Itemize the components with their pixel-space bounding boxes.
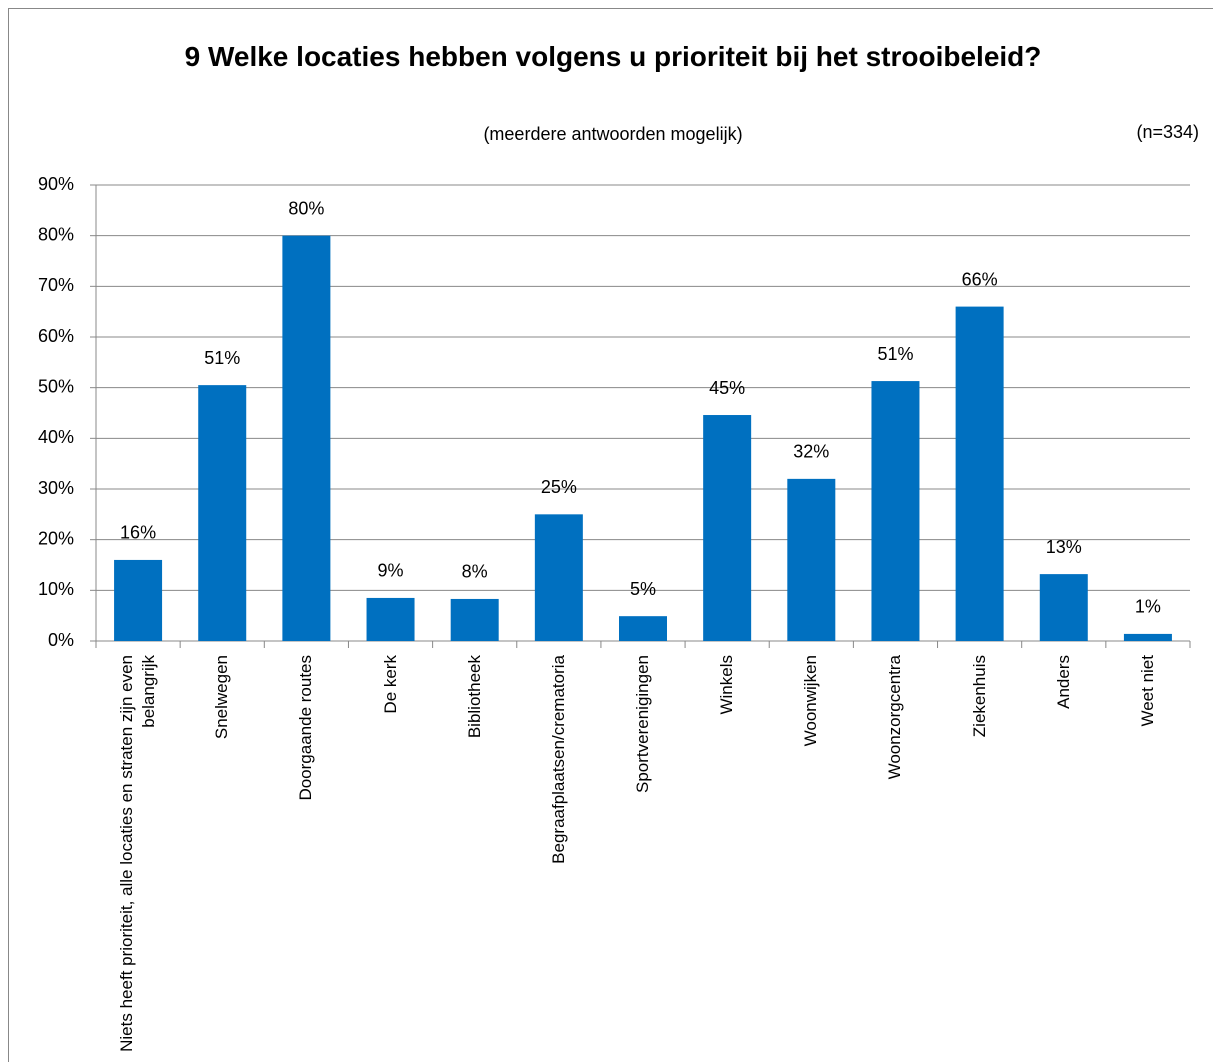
y-tick-label: 0%: [48, 630, 74, 650]
chart-subtitle: (meerdere antwoorden mogelijk): [483, 124, 743, 144]
data-label: 13%: [1046, 537, 1082, 557]
data-label: 51%: [204, 348, 240, 368]
data-label: 32%: [793, 442, 829, 462]
bar: [619, 616, 667, 641]
x-tick-label: Ziekenhuis: [969, 655, 989, 738]
x-tick-label: Woonwijken: [801, 655, 821, 747]
data-label: 8%: [462, 562, 488, 582]
y-tick-label: 70%: [38, 275, 74, 295]
data-label: 5%: [630, 579, 656, 599]
x-tick-label: Woonzorgcentra: [885, 655, 905, 780]
bar: [450, 598, 499, 641]
bar: [198, 385, 247, 641]
chart-frame: [8, 8, 1213, 1062]
bar: [703, 415, 752, 641]
y-tick-label: 40%: [38, 427, 74, 447]
x-tick-label: Winkels: [717, 655, 737, 715]
chart-title: 9 Welke locaties hebben volgens u priori…: [184, 41, 1042, 72]
data-label: 80%: [288, 198, 324, 218]
x-tick-label: Snelwegen: [212, 655, 232, 740]
x-tick-label: Weet niet: [1137, 655, 1157, 727]
y-tick-label: 60%: [38, 326, 74, 346]
bar: [282, 235, 331, 641]
x-tick-label: De kerk: [380, 655, 400, 714]
bar: [871, 381, 920, 641]
y-tick-label: 50%: [38, 376, 74, 396]
data-label: 66%: [962, 269, 998, 289]
data-label: 51%: [877, 344, 913, 364]
bar: [366, 597, 415, 641]
x-tick-label: Begraafplaatsen/crematoria: [548, 655, 568, 864]
y-tick-label: 10%: [38, 579, 74, 599]
x-tick-label: Bibliotheek: [464, 655, 484, 739]
bar: [114, 559, 163, 641]
y-tick-label: 90%: [38, 174, 74, 194]
data-label: 9%: [378, 561, 404, 581]
bar: [955, 306, 1004, 641]
data-label: 16%: [120, 523, 156, 543]
bar: [787, 478, 836, 641]
x-tick-label: Anders: [1053, 655, 1073, 709]
x-tick-label: Doorgaande routes: [296, 655, 316, 801]
x-tick-label: Sportverenigingen: [633, 655, 652, 793]
y-tick-label: 30%: [38, 478, 74, 498]
sample-size: (n=334): [1136, 122, 1199, 142]
y-tick-label: 80%: [38, 224, 74, 244]
data-label: 25%: [541, 477, 577, 497]
x-tick-label: Niets heeft prioriteit, alle locaties en…: [117, 655, 159, 1052]
y-tick-label: 20%: [38, 528, 74, 548]
bar: [1123, 633, 1172, 641]
bar: [534, 514, 583, 641]
bar: [1039, 574, 1088, 641]
data-label: 45%: [709, 378, 745, 398]
data-label: 1%: [1135, 597, 1161, 617]
